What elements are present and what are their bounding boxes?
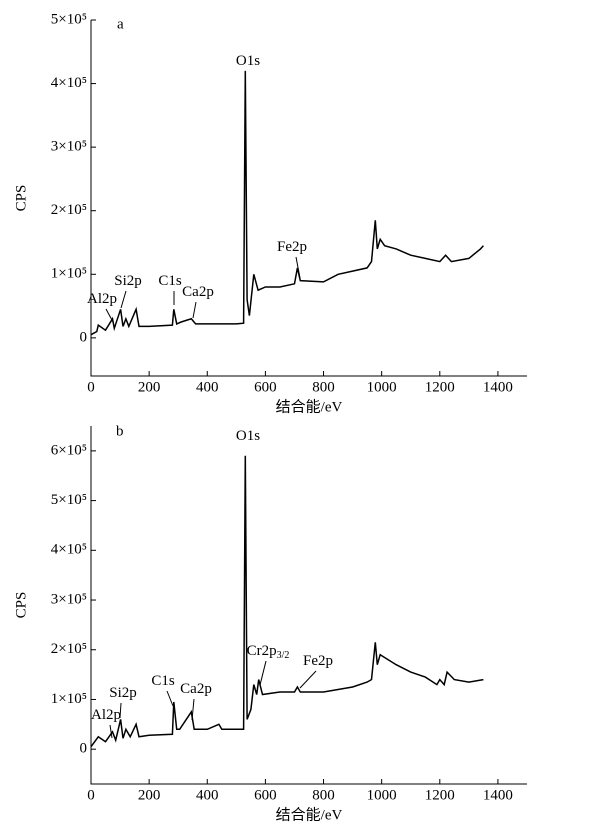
x-tick-label: 400 xyxy=(196,379,219,395)
x-tick-label: 200 xyxy=(138,787,161,803)
panel-label: a xyxy=(117,16,124,32)
peak-label-text: O1s xyxy=(236,428,260,444)
peak-label-text: Ca2p xyxy=(182,284,214,300)
peak-label: Al2p xyxy=(91,707,121,723)
y-tick-label: 4×10⁵ xyxy=(51,75,87,91)
x-tick-label: 1400 xyxy=(483,379,513,395)
axes xyxy=(90,426,527,785)
peak-label-text: Al2p xyxy=(91,707,121,723)
leader-line xyxy=(166,690,174,707)
leader-line xyxy=(295,256,301,279)
y-tick-label: 1×10⁵ xyxy=(51,266,87,282)
peak-label-text: Si2p xyxy=(114,273,142,289)
leader-line xyxy=(191,698,195,721)
peak-label: Ca2p xyxy=(180,681,212,697)
leader-line xyxy=(109,724,113,739)
x-tick-label: 800 xyxy=(312,787,335,803)
leader-line xyxy=(192,301,197,319)
peak-label: Si2p xyxy=(109,685,137,701)
y-axis-label: CPS xyxy=(13,592,29,619)
leader-line xyxy=(299,670,317,689)
spectrum-line xyxy=(90,70,484,336)
peak-label: Ca2p xyxy=(182,284,214,300)
peak-label-text: Ca2p xyxy=(180,681,212,697)
x-axis-label: 结合能/eV xyxy=(276,398,343,415)
x-tick-label: 0 xyxy=(87,379,95,395)
y-tick-label: 6×10⁵ xyxy=(51,442,87,458)
x-tick-label: 1200 xyxy=(425,787,455,803)
peak-label: O1s xyxy=(236,53,260,69)
peak-label-text: Cr2p xyxy=(247,643,277,659)
peak-label: Si2p xyxy=(114,273,142,289)
x-tick-label: 1000 xyxy=(367,379,397,395)
x-tick-label: 0 xyxy=(87,787,95,803)
x-tick-label: 600 xyxy=(254,787,277,803)
y-tick-label: 5×10⁵ xyxy=(51,11,87,27)
peak-label-text: C1s xyxy=(158,273,182,289)
peak-label-text: Fe2p xyxy=(277,239,307,255)
spectrum-line xyxy=(90,455,484,748)
y-tick-label: 3×10⁵ xyxy=(51,591,87,607)
y-tick-label: 4×10⁵ xyxy=(51,542,87,558)
y-tick-label: 1×10⁵ xyxy=(51,691,87,707)
peak-label-subscript: 3/2 xyxy=(277,650,290,661)
x-tick-label: 400 xyxy=(196,787,219,803)
peak-label-text: Si2p xyxy=(109,685,137,701)
peak-label: O1s xyxy=(236,428,260,444)
peak-label: C1s xyxy=(158,273,182,289)
y-tick-label: 0 xyxy=(80,329,88,345)
panel-label: b xyxy=(116,423,124,439)
peak-label-text: Fe2p xyxy=(303,653,333,669)
peak-label-text: C1s xyxy=(151,673,175,689)
peak-label: Fe2p xyxy=(277,239,307,255)
x-tick-label: 800 xyxy=(312,379,335,395)
peak-label: Al2p xyxy=(87,291,117,307)
leader-line xyxy=(119,702,122,719)
leader-line xyxy=(259,660,267,686)
y-tick-label: 0 xyxy=(80,741,88,757)
x-tick-label: 1200 xyxy=(425,379,455,395)
y-axis-label: CPS xyxy=(13,185,29,212)
peak-label: Fe2p xyxy=(303,653,333,669)
x-tick-label: 600 xyxy=(254,379,277,395)
y-tick-label: 3×10⁵ xyxy=(51,139,87,155)
y-tick-label: 2×10⁵ xyxy=(51,202,87,218)
y-tick-label: 2×10⁵ xyxy=(51,641,87,657)
peak-label-text: Al2p xyxy=(87,291,117,307)
peak-label-text: O1s xyxy=(236,53,260,69)
x-axis-label: 结合能/eV xyxy=(276,806,343,823)
leader-line xyxy=(120,290,127,309)
peak-label: Cr2p3/2 xyxy=(247,643,290,661)
x-tick-label: 1400 xyxy=(483,787,513,803)
x-tick-label: 1000 xyxy=(367,787,397,803)
axes xyxy=(90,20,527,377)
y-tick-label: 5×10⁵ xyxy=(51,492,87,508)
x-tick-label: 200 xyxy=(138,379,161,395)
leader-line xyxy=(105,308,114,323)
peak-label: C1s xyxy=(151,673,175,689)
